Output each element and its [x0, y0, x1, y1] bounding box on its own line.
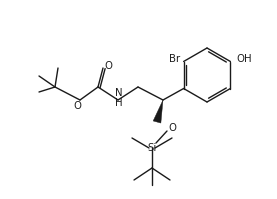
Text: Br: Br — [169, 54, 180, 63]
Text: N: N — [115, 88, 123, 98]
Text: O: O — [73, 101, 81, 111]
Text: O: O — [104, 61, 112, 71]
Text: O: O — [168, 123, 176, 133]
Text: Si: Si — [147, 143, 157, 153]
Text: OH: OH — [237, 55, 252, 64]
Text: H: H — [115, 98, 123, 108]
Polygon shape — [153, 100, 163, 123]
